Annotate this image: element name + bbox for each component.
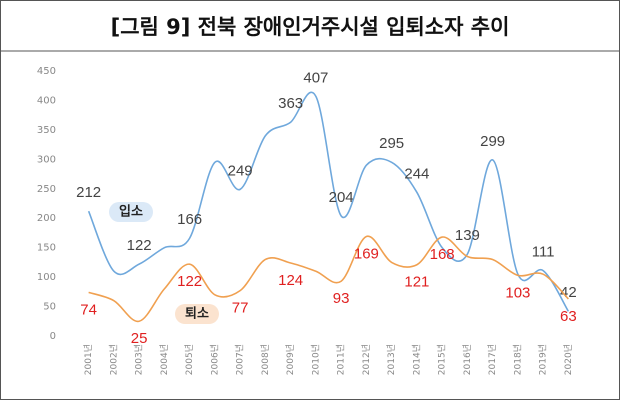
data-label: 204 (329, 189, 354, 206)
legend-label: 입소 (119, 205, 143, 220)
x-tick-label: 2010년 (310, 344, 321, 375)
data-label: 407 (303, 69, 328, 86)
x-tick-label: 2014년 (411, 344, 422, 375)
x-tick-label: 2019년 (538, 344, 549, 375)
data-label: 122 (177, 273, 202, 290)
x-tick-label: 2009년 (285, 344, 296, 375)
legend-label: 퇴소 (185, 306, 209, 322)
data-label: 121 (404, 274, 429, 291)
data-label: 103 (505, 284, 530, 301)
y-tick-label: 450 (37, 66, 56, 77)
x-tick-label: 2006년 (209, 344, 220, 375)
y-tick-label: 50 (43, 302, 56, 313)
x-tick-label: 2008년 (260, 344, 271, 375)
y-tick-label: 150 (37, 243, 56, 254)
data-label: 122 (127, 237, 152, 254)
legend-box (109, 202, 153, 222)
series-line (87, 91, 570, 312)
x-tick-label: 2007년 (235, 344, 246, 375)
y-tick-label: 300 (37, 154, 56, 165)
y-tick-label: 400 (37, 95, 56, 106)
data-label: 363 (278, 95, 303, 112)
data-label: 249 (228, 162, 253, 179)
x-tick-label: 2020년 (563, 344, 574, 375)
data-label: 63 (560, 308, 577, 325)
y-tick-label: 100 (37, 272, 56, 283)
x-tick-label: 2015년 (437, 344, 448, 375)
x-tick-label: 2001년 (83, 344, 94, 375)
y-tick-label: 200 (37, 213, 56, 224)
x-tick-label: 2002년 (108, 344, 119, 375)
data-label: 299 (480, 133, 505, 150)
chart-title: [그림 9] 전북 장애인거주시설 입퇴소자 추이 (111, 15, 510, 39)
data-label: 25 (131, 330, 148, 347)
data-label: 244 (404, 165, 429, 182)
data-label: 139 (455, 227, 480, 244)
data-label: 42 (560, 284, 577, 301)
y-tick-label: 0 (50, 331, 56, 342)
data-label: 124 (278, 272, 303, 289)
x-tick-label: 2004년 (159, 344, 170, 375)
data-label: 295 (379, 135, 404, 152)
data-label: 111 (532, 244, 555, 261)
legend-box (175, 304, 219, 324)
y-tick-label: 350 (37, 125, 56, 136)
x-tick-label: 2005년 (184, 344, 195, 375)
x-tick-label: 2012년 (361, 344, 372, 375)
x-tick-label: 2017년 (487, 344, 498, 375)
data-label: 74 (80, 301, 97, 318)
data-label: 77 (232, 300, 249, 317)
x-tick-label: 2013년 (386, 344, 397, 375)
x-tick-label: 2003년 (134, 344, 145, 375)
y-tick-label: 250 (37, 184, 56, 195)
data-label: 168 (430, 246, 455, 263)
x-tick-label: 2011년 (336, 344, 347, 375)
x-tick-label: 2018년 (512, 344, 523, 375)
data-label: 93 (333, 290, 350, 307)
x-tick-label: 2016년 (462, 344, 473, 375)
data-label: 169 (354, 245, 379, 262)
data-label: 166 (177, 211, 202, 228)
series-line (88, 235, 569, 323)
data-label: 212 (76, 184, 101, 201)
